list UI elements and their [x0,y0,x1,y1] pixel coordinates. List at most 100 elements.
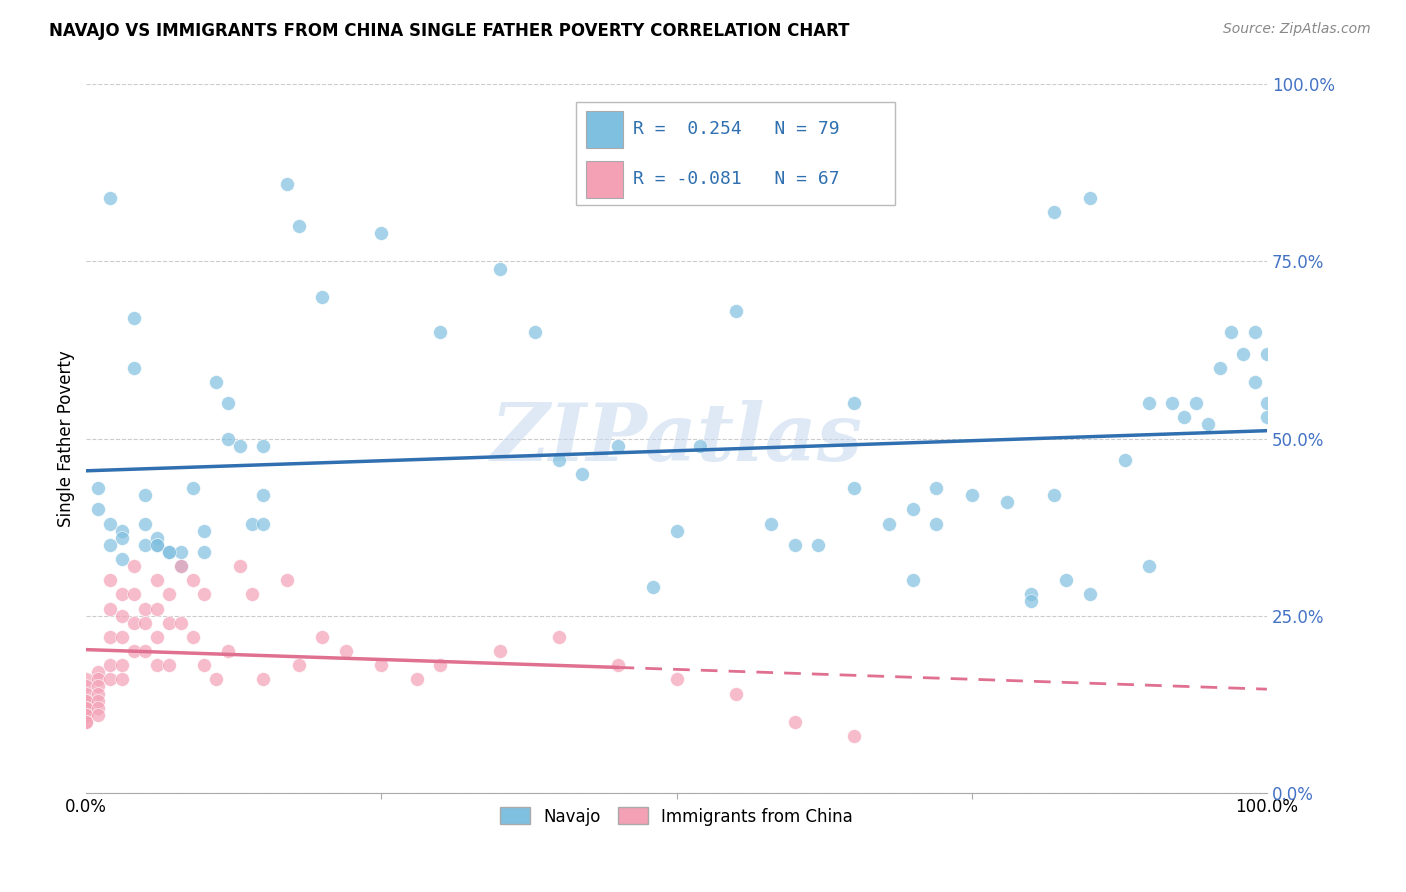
Point [146,538,169,552]
Point [240,516,263,531]
Point [1078,587,1101,601]
Bar [586,161,623,198]
Point [1019,587,1042,601]
Point [571,467,593,481]
Point [111,658,134,673]
Point [252,439,274,453]
Point [98,191,121,205]
Text: NAVAJO VS IMMIGRANTS FROM CHINA SINGLE FATHER POVERTY CORRELATION CHART: NAVAJO VS IMMIGRANTS FROM CHINA SINGLE F… [49,22,849,40]
Point [335,644,357,658]
Point [75,714,97,729]
Point [252,673,274,687]
Point [1208,360,1230,375]
Text: ZIPatlas: ZIPatlas [491,400,863,477]
Point [111,524,134,538]
Point [75,707,97,722]
Point [606,439,628,453]
Point [75,700,97,714]
Point [181,573,204,587]
Point [429,326,451,340]
Point [98,516,121,531]
Point [547,452,569,467]
Legend: Navajo, Immigrants from China: Navajo, Immigrants from China [492,799,860,834]
Point [252,516,274,531]
Point [98,538,121,552]
Point [146,531,169,545]
Point [842,729,865,743]
Point [75,714,97,729]
Point [842,396,865,410]
Point [370,226,392,240]
Text: Source: ZipAtlas.com: Source: ZipAtlas.com [1223,22,1371,37]
Point [181,630,204,644]
Point [75,680,97,694]
Point [122,615,145,630]
Point [759,516,782,531]
Point [146,601,169,615]
Point [87,686,110,700]
Point [87,502,110,516]
Point [75,693,97,707]
Point [98,601,121,615]
Point [901,502,924,516]
Point [134,615,156,630]
Point [276,177,298,191]
Point [925,481,948,495]
Point [122,311,145,326]
Point [641,580,664,594]
Point [98,673,121,687]
Point [122,587,145,601]
Point [1019,594,1042,608]
Point [288,219,311,233]
Point [877,516,900,531]
Point [429,658,451,673]
Point [157,587,180,601]
Point [229,559,252,574]
Point [1244,375,1267,389]
Point [87,707,110,722]
Point [193,524,215,538]
Point [146,538,169,552]
Point [111,673,134,687]
Point [217,432,239,446]
Point [87,665,110,680]
Text: R = -0.081   N = 67: R = -0.081 N = 67 [633,169,839,187]
Point [134,538,156,552]
Point [689,439,711,453]
Point [1256,410,1278,425]
Point [157,545,180,559]
Point [87,673,110,687]
Point [960,488,983,502]
Point [1137,559,1160,574]
Point [111,587,134,601]
Point [288,658,311,673]
Point [1054,573,1077,587]
Point [193,545,215,559]
Point [111,552,134,566]
Point [311,630,333,644]
Point [523,326,546,340]
Point [1185,396,1208,410]
Point [488,261,510,276]
Point [1137,396,1160,410]
Text: R =  0.254   N = 79: R = 0.254 N = 79 [633,120,839,138]
Point [134,601,156,615]
Point [75,707,97,722]
Point [217,396,239,410]
Point [240,587,263,601]
Point [1256,396,1278,410]
Point [842,481,865,495]
Point [170,559,193,574]
Point [405,673,427,687]
Point [146,573,169,587]
Point [122,559,145,574]
Point [1244,326,1267,340]
Point [1256,346,1278,360]
Point [901,573,924,587]
Y-axis label: Single Father Poverty: Single Father Poverty [58,351,75,527]
FancyBboxPatch shape [576,103,896,205]
Point [75,700,97,714]
Point [1043,488,1066,502]
Point [157,615,180,630]
Point [170,559,193,574]
